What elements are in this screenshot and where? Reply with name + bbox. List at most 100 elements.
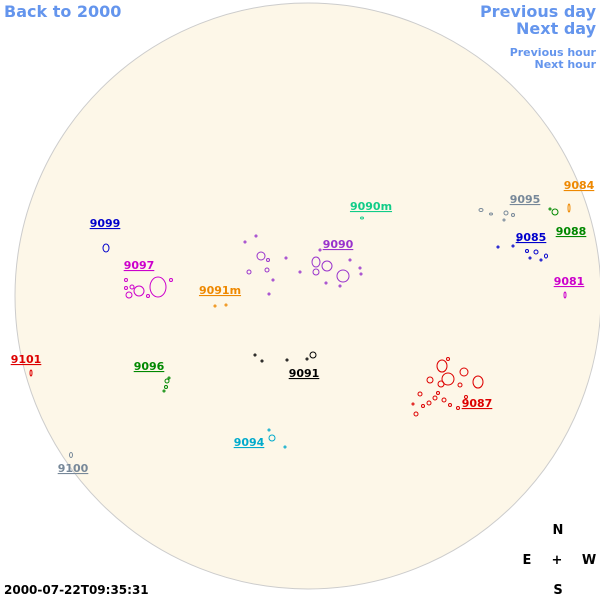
sunspot <box>441 372 455 386</box>
sunspot <box>254 234 258 238</box>
region-label[interactable]: 9091m <box>199 284 241 297</box>
sunspot <box>267 428 271 432</box>
sunspot <box>457 382 463 388</box>
sunspot <box>284 256 288 260</box>
sunspot <box>446 357 450 361</box>
sunspot <box>525 249 529 253</box>
back-link[interactable]: Back to 2000 <box>4 2 121 21</box>
sunspot <box>563 291 567 299</box>
sunspot <box>305 357 309 361</box>
sunspot <box>169 278 173 282</box>
sunspot <box>224 303 228 307</box>
sunspot <box>511 244 515 248</box>
sunspot <box>436 359 448 373</box>
sunspot <box>253 353 257 357</box>
sunspot <box>162 389 166 393</box>
next-day-link[interactable]: Next day <box>516 19 597 38</box>
sunspot <box>125 291 133 299</box>
compass-north: N <box>553 523 564 538</box>
sunspot <box>256 251 266 261</box>
region-label[interactable]: 9088 <box>556 225 587 238</box>
region-label[interactable]: 9087 <box>462 397 493 410</box>
sunspot <box>441 397 447 403</box>
sunspot <box>102 243 110 253</box>
compass-south: S <box>553 583 562 598</box>
sunspot <box>533 249 539 255</box>
sunspot <box>267 292 271 296</box>
previous-hour-link[interactable]: Previous hour <box>510 46 597 59</box>
sunspot <box>472 375 484 389</box>
sunspot <box>436 391 440 395</box>
sunspot <box>359 272 363 276</box>
sunspot <box>312 268 320 276</box>
sunspot <box>551 208 559 216</box>
sunspot <box>539 258 543 262</box>
region-label[interactable]: 9081 <box>554 275 585 288</box>
region-label[interactable]: 9100 <box>58 462 89 475</box>
region-label[interactable]: 9101 <box>11 353 42 366</box>
sunspot <box>213 304 217 308</box>
previous-day-link[interactable]: Previous day <box>480 2 597 21</box>
sunspot <box>338 284 342 288</box>
sunspot <box>69 452 73 458</box>
sunspot <box>448 403 452 407</box>
sunspot <box>264 267 270 273</box>
sunspot <box>124 286 128 290</box>
sunspot <box>146 294 150 298</box>
sunspot <box>243 240 247 244</box>
region-label[interactable]: 9096 <box>134 360 165 373</box>
sunspot <box>283 445 287 449</box>
sunspot <box>133 285 145 297</box>
compass-east: E <box>523 553 532 568</box>
sunspot <box>426 376 434 384</box>
sunspot <box>124 278 128 282</box>
sunspot <box>260 359 264 363</box>
sunspot <box>417 391 423 397</box>
sunspot <box>348 258 352 262</box>
region-label[interactable]: 9091 <box>289 367 320 380</box>
region-label[interactable]: 9094 <box>234 436 265 449</box>
sunspot <box>309 351 317 359</box>
sunspot <box>298 270 302 274</box>
sunspot <box>464 395 468 399</box>
sunspot <box>268 434 276 442</box>
sunspot <box>567 203 571 213</box>
region-label[interactable]: 9097 <box>124 259 155 272</box>
sunspot <box>421 404 425 408</box>
sunspot <box>29 369 33 377</box>
sunspot <box>437 380 445 388</box>
sunspot <box>360 216 364 220</box>
compass-center: + <box>552 553 563 568</box>
sunspot <box>321 260 333 272</box>
sunspot <box>246 269 252 275</box>
region-label[interactable]: 9084 <box>564 179 595 192</box>
sunspot <box>502 218 506 222</box>
region-label[interactable]: 9099 <box>90 217 121 230</box>
sunspot <box>164 378 170 384</box>
sunspot <box>544 253 548 259</box>
sunspot <box>511 213 515 217</box>
sunspot <box>311 256 321 268</box>
region-label[interactable]: 9090 <box>323 238 354 251</box>
sunspot <box>516 238 520 242</box>
sunspot <box>167 376 171 380</box>
sunspot <box>285 358 289 362</box>
sunspot <box>129 284 135 290</box>
region-label[interactable]: 9090m <box>350 200 392 213</box>
sunspot <box>164 385 168 389</box>
sunspot <box>489 212 493 216</box>
region-label[interactable]: 9095 <box>510 193 541 206</box>
sunspot <box>503 210 509 216</box>
sunspot <box>413 411 419 417</box>
compass-west: W <box>582 553 596 568</box>
sunspot <box>358 266 362 270</box>
region-label[interactable]: 9085 <box>516 231 547 244</box>
sunspot <box>336 269 350 283</box>
solar-disk <box>14 2 600 590</box>
sunspot <box>266 258 270 262</box>
next-hour-link[interactable]: Next hour <box>535 58 597 71</box>
sunspot <box>426 400 432 406</box>
sunspot <box>528 256 532 260</box>
sunspot <box>324 281 328 285</box>
